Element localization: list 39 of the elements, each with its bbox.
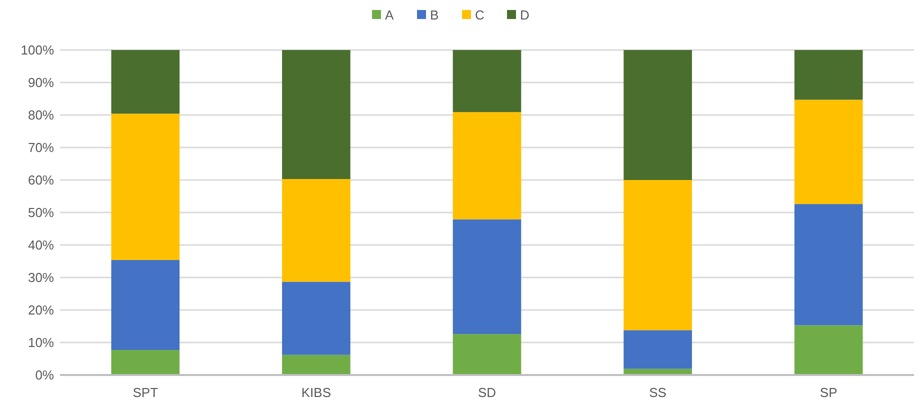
x-tick-label: SP <box>820 385 838 400</box>
y-tick-label: 10% <box>28 335 54 350</box>
y-tick-label: 60% <box>28 172 54 188</box>
bar <box>282 179 350 282</box>
x-tick-label: SPT <box>132 385 158 400</box>
bar <box>111 260 180 350</box>
y-tick-label: 0% <box>35 368 54 383</box>
bar <box>624 180 692 330</box>
y-tick-label: 50% <box>28 205 54 220</box>
x-tick-label: SD <box>478 385 496 400</box>
bar <box>111 114 180 260</box>
bar <box>282 354 350 375</box>
x-tick-label: KIBS <box>301 385 332 400</box>
legend-label: B <box>430 8 439 23</box>
bar <box>452 219 522 334</box>
bar <box>624 330 692 369</box>
bar <box>452 112 522 220</box>
y-tick-label: 70% <box>28 140 54 156</box>
bar <box>282 50 350 180</box>
y-tick-label: 100% <box>20 42 54 58</box>
y-tick-label: 80% <box>28 108 54 123</box>
bar <box>452 334 522 375</box>
bar <box>282 282 350 355</box>
x-tick-label: SS <box>649 385 667 400</box>
y-tick-label: 90% <box>28 75 54 90</box>
legend-label: A <box>385 8 394 23</box>
bar <box>624 50 692 180</box>
bar <box>794 50 863 100</box>
bar <box>794 325 863 375</box>
bar <box>452 50 522 112</box>
y-tick-label: 30% <box>28 270 54 286</box>
y-tick-label: 20% <box>28 302 54 318</box>
bar <box>794 100 863 204</box>
y-tick-label: 40% <box>28 238 54 253</box>
legend-label: D <box>520 8 530 23</box>
legend-label: C <box>475 8 484 23</box>
bar <box>111 350 180 375</box>
bar <box>111 50 180 114</box>
bar <box>794 204 863 326</box>
